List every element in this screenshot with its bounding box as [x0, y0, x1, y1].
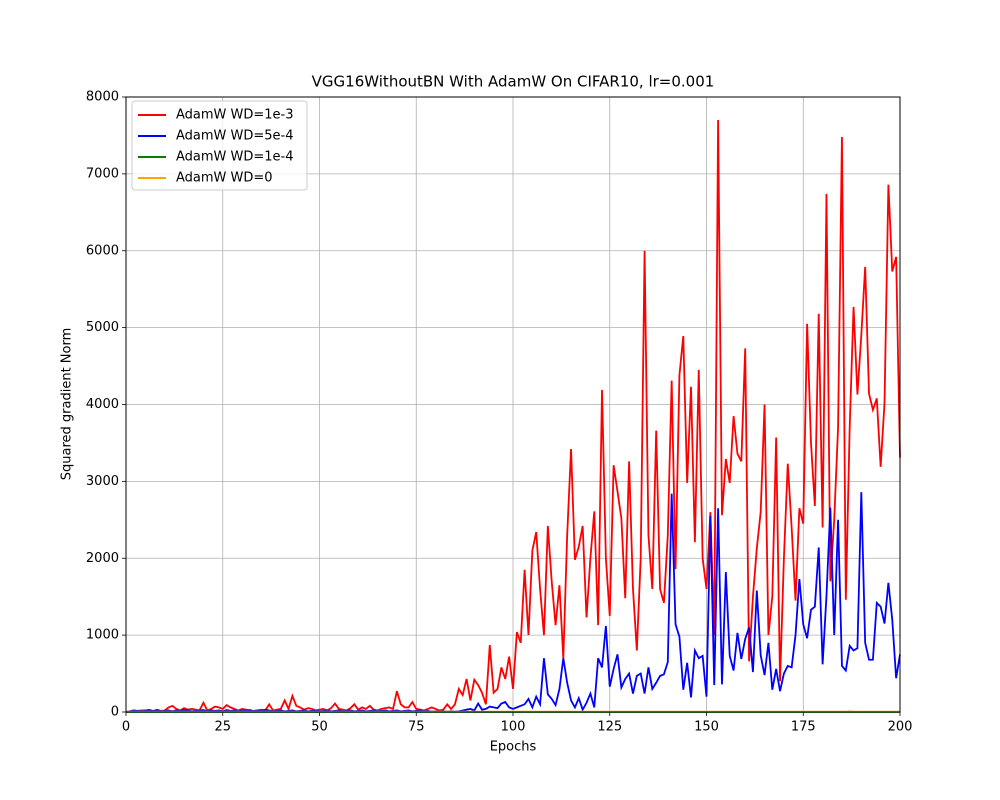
- x-tick-label: 150: [694, 720, 719, 735]
- y-tick-label: 8000: [86, 90, 119, 105]
- x-tick-label: 75: [408, 720, 425, 735]
- y-tick-label: 6000: [86, 243, 119, 258]
- y-axis-label: Squared gradient Norm: [60, 328, 75, 481]
- x-tick-label: 0: [122, 720, 130, 735]
- x-axis-label: Epochs: [490, 740, 537, 755]
- y-tick-label: 2000: [86, 551, 119, 566]
- y-tick-label: 3000: [86, 474, 119, 489]
- x-tick-label: 100: [501, 720, 526, 735]
- y-tick-label: 0: [111, 705, 119, 720]
- plot-frame: [125, 96, 901, 713]
- legend-label: AdamW WD=1e-3: [176, 108, 294, 123]
- chart-title: VGG16WithoutBN With AdamW On CIFAR10, lr…: [312, 73, 715, 91]
- y-tick-label: 7000: [86, 166, 119, 181]
- legend-label: AdamW WD=0: [176, 171, 273, 186]
- y-tick-label: 1000: [86, 628, 119, 643]
- x-tick-label: 125: [597, 720, 622, 735]
- x-tick-label: 25: [214, 720, 231, 735]
- legend-box: [131, 100, 308, 191]
- legend-label: AdamW WD=1e-4: [176, 150, 294, 165]
- x-tick-label: 200: [888, 720, 913, 735]
- x-tick-label: 175: [791, 720, 816, 735]
- x-tick-label: 50: [311, 720, 328, 735]
- y-tick-label: 5000: [86, 320, 119, 335]
- y-tick-label: 4000: [86, 397, 119, 412]
- legend-label: AdamW WD=5e-4: [176, 129, 294, 144]
